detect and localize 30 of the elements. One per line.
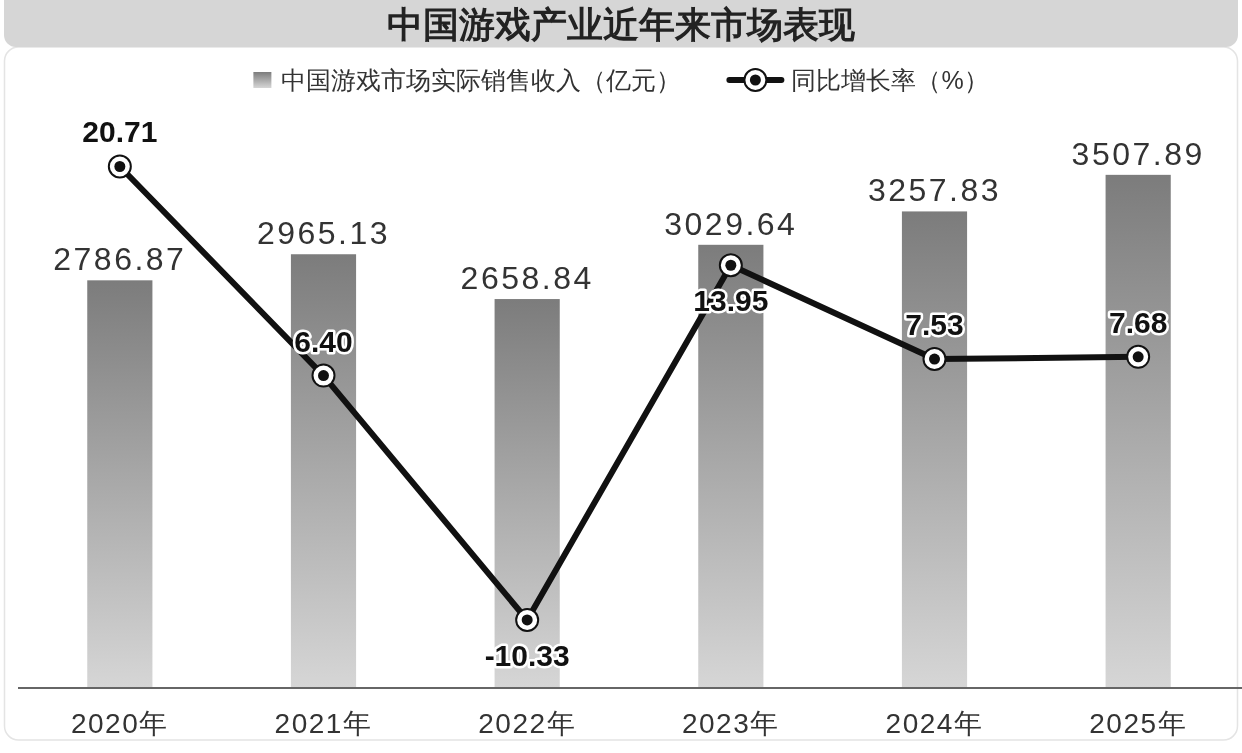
data-label: 7.68 bbox=[1108, 305, 1168, 339]
bar bbox=[87, 280, 153, 688]
data-label: 3029.64 bbox=[664, 205, 798, 242]
chart-title: 中国游戏产业近年来市场表现 bbox=[387, 4, 856, 45]
bar bbox=[901, 211, 968, 688]
data-label: 2658.84 bbox=[460, 260, 594, 297]
x-tick-label: 2020年 bbox=[70, 708, 169, 739]
bar bbox=[290, 254, 357, 688]
point bbox=[1126, 344, 1151, 369]
point bbox=[718, 253, 743, 278]
data-label: 6.40 bbox=[294, 324, 353, 358]
data-label: 20.71 bbox=[82, 115, 158, 149]
point bbox=[922, 347, 947, 372]
x-tick-label: 2025年 bbox=[1089, 708, 1188, 739]
legend-label: 同比增长率（%） bbox=[791, 66, 989, 94]
x-tick-label: 2023年 bbox=[681, 708, 780, 739]
data-label: 7.53 bbox=[905, 308, 964, 342]
x-tick-label: 2021年 bbox=[274, 708, 373, 739]
point bbox=[515, 607, 540, 632]
data-label: 2965.13 bbox=[256, 215, 391, 252]
point bbox=[107, 154, 132, 179]
data-label: 2786.87 bbox=[53, 241, 187, 278]
data-label: 3257.83 bbox=[867, 172, 1002, 209]
bar bbox=[1105, 174, 1171, 688]
data-label: -10.33 bbox=[484, 638, 570, 672]
point bbox=[311, 363, 336, 388]
legend-label: 中国游戏市场实际销售收入（亿元） bbox=[281, 66, 682, 94]
x-tick-label: 2024年 bbox=[885, 708, 984, 739]
x-tick-label: 2022年 bbox=[478, 708, 577, 739]
data-label: 3507.89 bbox=[1071, 135, 1205, 172]
